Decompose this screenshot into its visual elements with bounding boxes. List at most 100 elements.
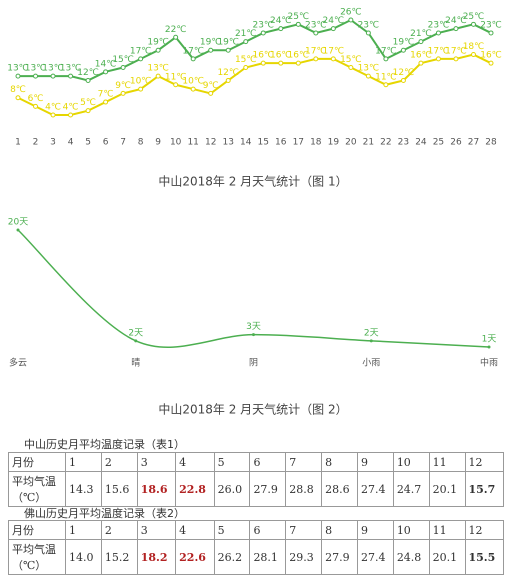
point (260, 30, 266, 36)
value-label: 19℃ (200, 38, 222, 48)
point (295, 21, 301, 27)
chart-caption: 中山2018年 2 月天气统计（图 1） (158, 174, 347, 189)
table-cell: 18.2 (136, 539, 177, 575)
point (369, 339, 373, 343)
point (225, 47, 231, 53)
table-title: 中山历史月平均温度记录（表1） (24, 438, 185, 451)
point (252, 333, 255, 337)
x-tick-label: 22 (380, 138, 391, 148)
table-cell: 9 (356, 520, 394, 540)
table-cell: 11 (428, 520, 466, 540)
table-cell: 28.1 (249, 539, 287, 575)
table-cell: 6 (249, 520, 287, 540)
value-label: 10℃ (182, 77, 204, 87)
value-label: 23℃ (480, 20, 502, 30)
value-label: 12℃ (393, 68, 415, 78)
value-label: 1天 (482, 335, 497, 345)
value-label: 17℃ (305, 46, 327, 56)
value-label: 19℃ (217, 38, 239, 48)
point (488, 60, 494, 66)
value-label: 9℃ (115, 81, 131, 91)
table-cell: 14.3 (65, 471, 102, 507)
x-tick-label: 21 (363, 138, 374, 148)
x-tick-label: 小雨 (362, 358, 380, 369)
value-label: 3天 (246, 322, 261, 332)
table-row: 月份 1 2 3 4 5 6 7 8 9 10 11 12 (8, 452, 504, 472)
point (383, 82, 389, 88)
table-cell: 5 (213, 452, 251, 472)
point (155, 73, 161, 79)
value-label: 18℃ (463, 42, 485, 52)
value-label: 24℃ (270, 16, 292, 26)
value-label: 13℃ (42, 64, 64, 74)
point (33, 73, 39, 79)
x-tick-label: 7 (120, 138, 126, 148)
x-tick-label: 20 (345, 138, 357, 148)
value-label: 17℃ (445, 46, 467, 56)
point (138, 56, 144, 62)
value-label: 17℃ (375, 46, 397, 56)
table-cell: 4 (175, 520, 215, 540)
point (208, 90, 214, 96)
value-label: 17℃ (182, 46, 204, 56)
value-label: 23℃ (252, 20, 274, 30)
x-tick-label: 3 (50, 138, 56, 148)
table-row: 平均气温（℃） 14.3 15.6 18.6 22.8 26.0 27.9 28.8 28.6 2… (8, 471, 504, 507)
value-label: 12℃ (217, 68, 239, 78)
table-cell: 平均气温（℃） (8, 471, 66, 507)
value-label: 26℃ (340, 8, 362, 18)
table-cell: 4 (175, 452, 215, 472)
point (155, 47, 161, 53)
value-label: 13℃ (147, 64, 169, 74)
table-cell: 8 (321, 520, 358, 540)
table-cell: 15.2 (100, 539, 138, 575)
point (295, 60, 301, 66)
x-tick-label: 27 (468, 138, 479, 148)
x-tick-label: 25 (433, 138, 444, 148)
point (470, 21, 476, 27)
value-label: 21℃ (410, 29, 432, 39)
series-line (17, 53, 492, 116)
table-cell: 2 (100, 452, 138, 472)
point (453, 26, 459, 32)
value-label: 25℃ (288, 12, 310, 22)
table-cell: 7 (285, 452, 323, 472)
table-cell: 29.3 (285, 539, 323, 575)
point (15, 73, 21, 79)
x-tick-label: 2 (33, 138, 39, 148)
value-label: 6℃ (28, 94, 44, 104)
table-cell: 24.8 (392, 539, 430, 575)
point (383, 56, 389, 62)
chart-caption: 中山2018年 2 月天气统计（图 2） (158, 402, 347, 417)
point (85, 77, 91, 83)
value-label: 11℃ (165, 72, 187, 82)
table: 月份 1 2 3 4 5 6 7 8 9 10 11 12 平均气温（℃） 14.0 15.2 18.2 22.6… (8, 520, 504, 575)
x-tick-label: 16 (275, 138, 287, 148)
table-cell: 27.4 (356, 539, 394, 575)
x-tick-label: 8 (138, 138, 144, 148)
point (435, 56, 441, 62)
x-tick-label: 14 (240, 138, 252, 148)
x-tick-label: 12 (205, 138, 216, 148)
point (435, 30, 441, 36)
x-tick-label: 13 (222, 138, 233, 148)
x-tick-label: 18 (310, 138, 322, 148)
value-label: 8℃ (10, 85, 26, 95)
table-cell: 9 (356, 452, 394, 472)
table-cell: 月份 (8, 452, 66, 472)
table-cell: 10 (392, 452, 430, 472)
table-cell: 18.6 (136, 471, 177, 507)
value-label: 19℃ (147, 38, 169, 48)
x-tick-label: 10 (170, 138, 182, 148)
charts: 1 2 3 4 5 6 7 8 9 10 11 12 13 14 15 16 17 18 19 20 21 22 23 24 2… (7, 8, 502, 417)
table-cell: 6 (249, 452, 287, 472)
table-cell: 7 (285, 520, 323, 540)
point (453, 56, 459, 62)
point (260, 60, 266, 66)
value-label: 4℃ (45, 103, 61, 113)
point (400, 77, 406, 83)
x-tick-label: 26 (450, 138, 462, 148)
point (15, 95, 21, 101)
x-tick-label: 多云 (9, 357, 27, 369)
table-cell: 2 (100, 520, 138, 540)
